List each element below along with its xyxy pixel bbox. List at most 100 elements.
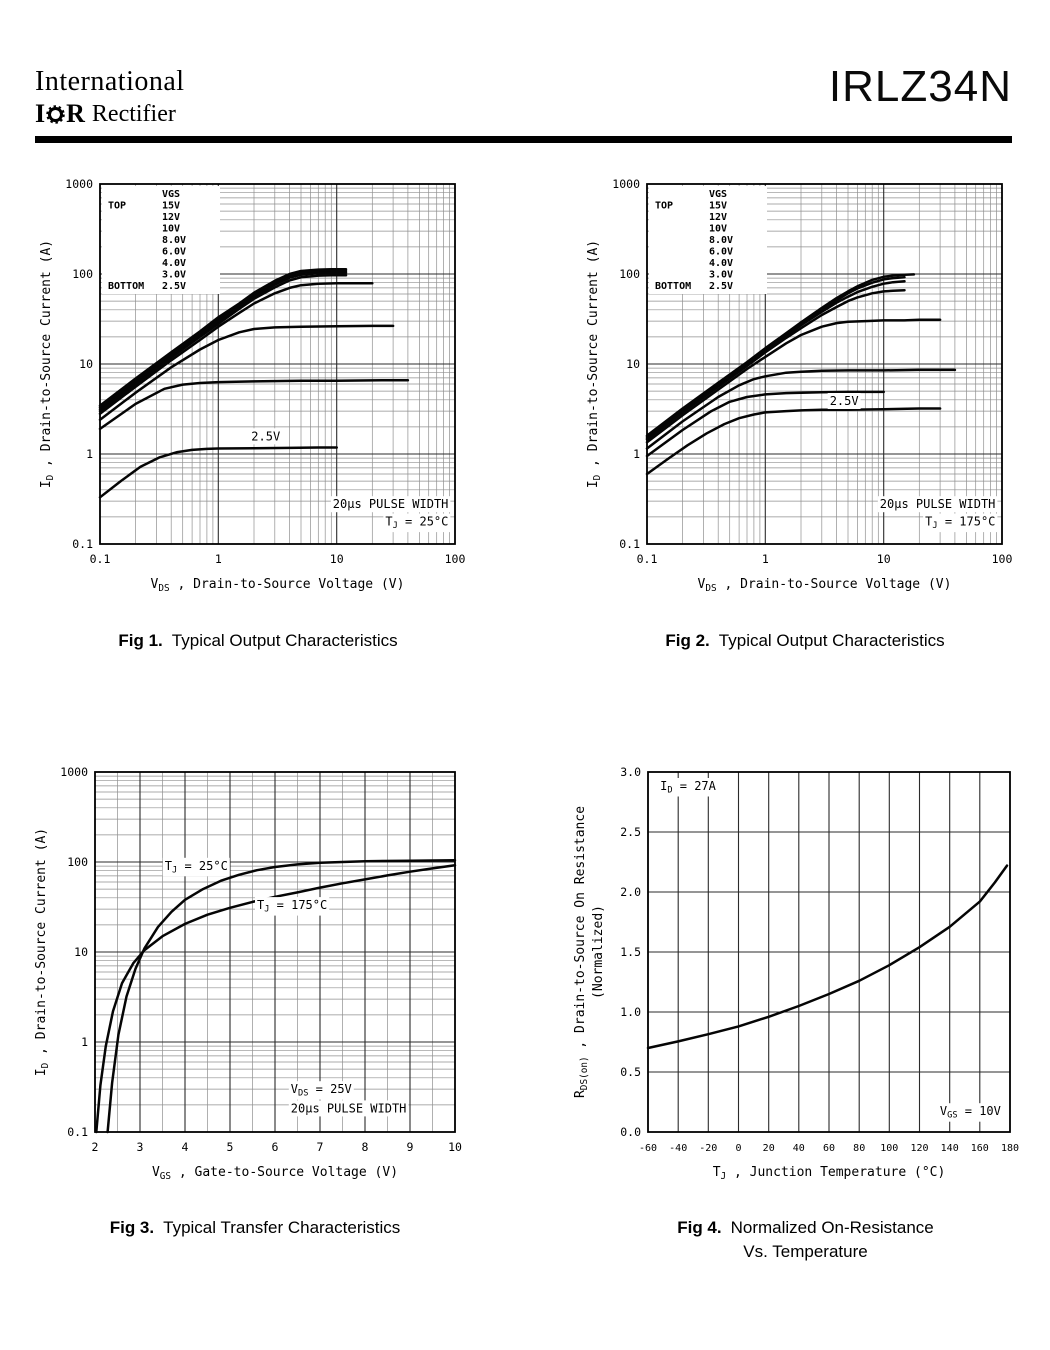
svg-text:5: 5 — [227, 1140, 234, 1154]
svg-text:3.0: 3.0 — [620, 765, 641, 779]
x-axis-title: VGS , Gate-to-Source Voltage (V) — [152, 1165, 398, 1182]
fig4-caption: Fig 4. Normalized On-Resistance — [573, 1218, 1038, 1238]
svg-text:0.1: 0.1 — [637, 552, 658, 566]
svg-text:1000: 1000 — [60, 765, 88, 779]
series-RDSon-normalized — [646, 864, 1009, 1050]
svg-text:100: 100 — [992, 552, 1013, 566]
svg-text:-40: -40 — [669, 1143, 687, 1154]
annotation: 20µs PULSE WIDTH — [880, 497, 996, 511]
fig3-chart: TJ = 25°C TJ = 175°C VDS = 25V 20µs PULSE W… — [34, 765, 462, 1182]
svg-text:10: 10 — [330, 552, 344, 566]
svg-text:1.5: 1.5 — [620, 945, 641, 959]
y-axis-title: ID , Drain-to-Source Current (A) — [34, 828, 51, 1076]
plot-border — [647, 771, 1011, 1133]
legend-value: 15V — [162, 201, 180, 212]
svg-text:100: 100 — [67, 855, 88, 869]
series-VGS-8.0V — [98, 273, 348, 413]
caption-fig-number: Fig 2. — [665, 631, 710, 650]
svg-text:3: 3 — [137, 1140, 144, 1154]
svg-text:10: 10 — [448, 1140, 462, 1154]
gear-icon — [46, 104, 65, 124]
legend-value: 12V — [709, 212, 727, 223]
grid-major — [647, 771, 1011, 1133]
svg-text:0.1: 0.1 — [619, 537, 640, 551]
series-VGS-3.0V — [98, 378, 410, 431]
svg-text:-60: -60 — [639, 1143, 657, 1154]
svg-text:1000: 1000 — [612, 177, 640, 191]
svg-text:1: 1 — [762, 552, 769, 566]
svg-text:160: 160 — [971, 1143, 989, 1154]
figure-4: ID = 27A VGS = 10V -60 -40 -20 0 20 40 60 80 100 12… — [573, 757, 1038, 1262]
svg-text:20: 20 — [763, 1143, 775, 1154]
fig3-caption: Fig 3. Typical Transfer Characteristics — [25, 1218, 485, 1238]
svg-text:1: 1 — [81, 1035, 88, 1049]
svg-text:0: 0 — [735, 1143, 741, 1154]
svg-text:1000: 1000 — [65, 177, 93, 191]
svg-text:0.0: 0.0 — [620, 1125, 641, 1139]
svg-text:100: 100 — [619, 267, 640, 281]
logo-letter-r: R — [66, 99, 85, 128]
caption-fig-number: Fig 3. — [109, 1218, 155, 1237]
series-TJ-25C — [106, 859, 457, 1134]
svg-text:9: 9 — [407, 1140, 414, 1154]
legend-side-label: TOP — [655, 201, 673, 212]
annotation: 2.5V — [251, 429, 280, 443]
annotation: ID = 27A — [660, 779, 717, 796]
svg-text:100: 100 — [880, 1143, 898, 1154]
annotation: VGS = 10V — [940, 1104, 1001, 1121]
svg-text:2.0: 2.0 — [620, 885, 641, 899]
series-VGS-4.0V — [98, 324, 395, 422]
legend-value: 2.5V — [162, 281, 186, 292]
svg-text:6: 6 — [272, 1140, 279, 1154]
svg-text:100: 100 — [72, 267, 93, 281]
svg-text:1.0: 1.0 — [620, 1005, 641, 1019]
svg-text:120: 120 — [910, 1143, 928, 1154]
y-axis-title: ID , Drain-to-Source Current (A) — [39, 240, 56, 488]
part-number-title: IRLZ34N — [828, 62, 1012, 111]
legend-side-label: TOP — [108, 201, 126, 212]
caption-fig-number: Fig 4. — [677, 1218, 722, 1237]
legend-side-label: BOTTOM — [108, 281, 144, 292]
legend-value: 4.0V — [709, 258, 733, 269]
series-TJ-175C — [95, 864, 457, 1134]
svg-text:10: 10 — [626, 357, 640, 371]
legend-value: 2.5V — [709, 281, 733, 292]
legend-value: 3.0V — [162, 270, 186, 281]
x-axis-title: TJ , Junction Temperature (°C) — [713, 1165, 946, 1182]
x-axis-title: VDS , Drain-to-Source Voltage (V) — [698, 577, 952, 594]
brand-international: International — [35, 66, 185, 97]
svg-text:7: 7 — [317, 1140, 324, 1154]
svg-text:0.5: 0.5 — [620, 1065, 641, 1079]
legend-value: 10V — [709, 224, 727, 235]
figure-2: VGS TOP 15V 12V 10V 8.0V 6.0V 4.0V 3.0V BOTTOM 2.5… — [575, 170, 1035, 651]
annotation: 20µs PULSE WIDTH — [291, 1101, 407, 1115]
svg-text:1: 1 — [215, 552, 222, 566]
legend-value: 4.0V — [162, 258, 186, 269]
series-VGS-4.0V — [645, 368, 957, 450]
fig1-caption: Fig 1. Typical Output Characteristics — [28, 631, 488, 651]
svg-text:140: 140 — [941, 1143, 959, 1154]
tick-labels: -60 -40 -20 0 20 40 60 80 100 120 140 160 180 0.0 0.5 1… — [620, 765, 1019, 1154]
series-VGS-3.0V — [645, 390, 885, 458]
annotation: VDS = 25V — [291, 1082, 352, 1099]
series-VGS-6.0V — [645, 318, 942, 444]
tick-labels: 0.1 1 10 100 0.1 1 10 100 1000 — [65, 177, 465, 566]
caption-fig-number: Fig 1. — [118, 631, 163, 650]
svg-text:4: 4 — [182, 1140, 189, 1154]
annotation: TJ = 25°C — [165, 859, 228, 876]
svg-text:10: 10 — [877, 552, 891, 566]
caption-text: Normalized On-Resistance — [730, 1218, 934, 1237]
figure-1: VGS TOP 15V 12V 10V 8.0V 6.0V 4.0V 3.0V BOTTOM 2.5… — [28, 170, 488, 651]
svg-text:10: 10 — [79, 357, 93, 371]
annotation: TJ = 25°C — [385, 515, 448, 532]
legend-value: 8.0V — [709, 235, 733, 246]
series-VGS-10V — [645, 280, 906, 440]
svg-text:2: 2 — [92, 1140, 99, 1154]
fig4-caption-line2: Vs. Temperature — [743, 1242, 868, 1261]
annotation: TJ = 175°C — [925, 515, 995, 532]
logo-letter-i: I — [35, 99, 46, 128]
